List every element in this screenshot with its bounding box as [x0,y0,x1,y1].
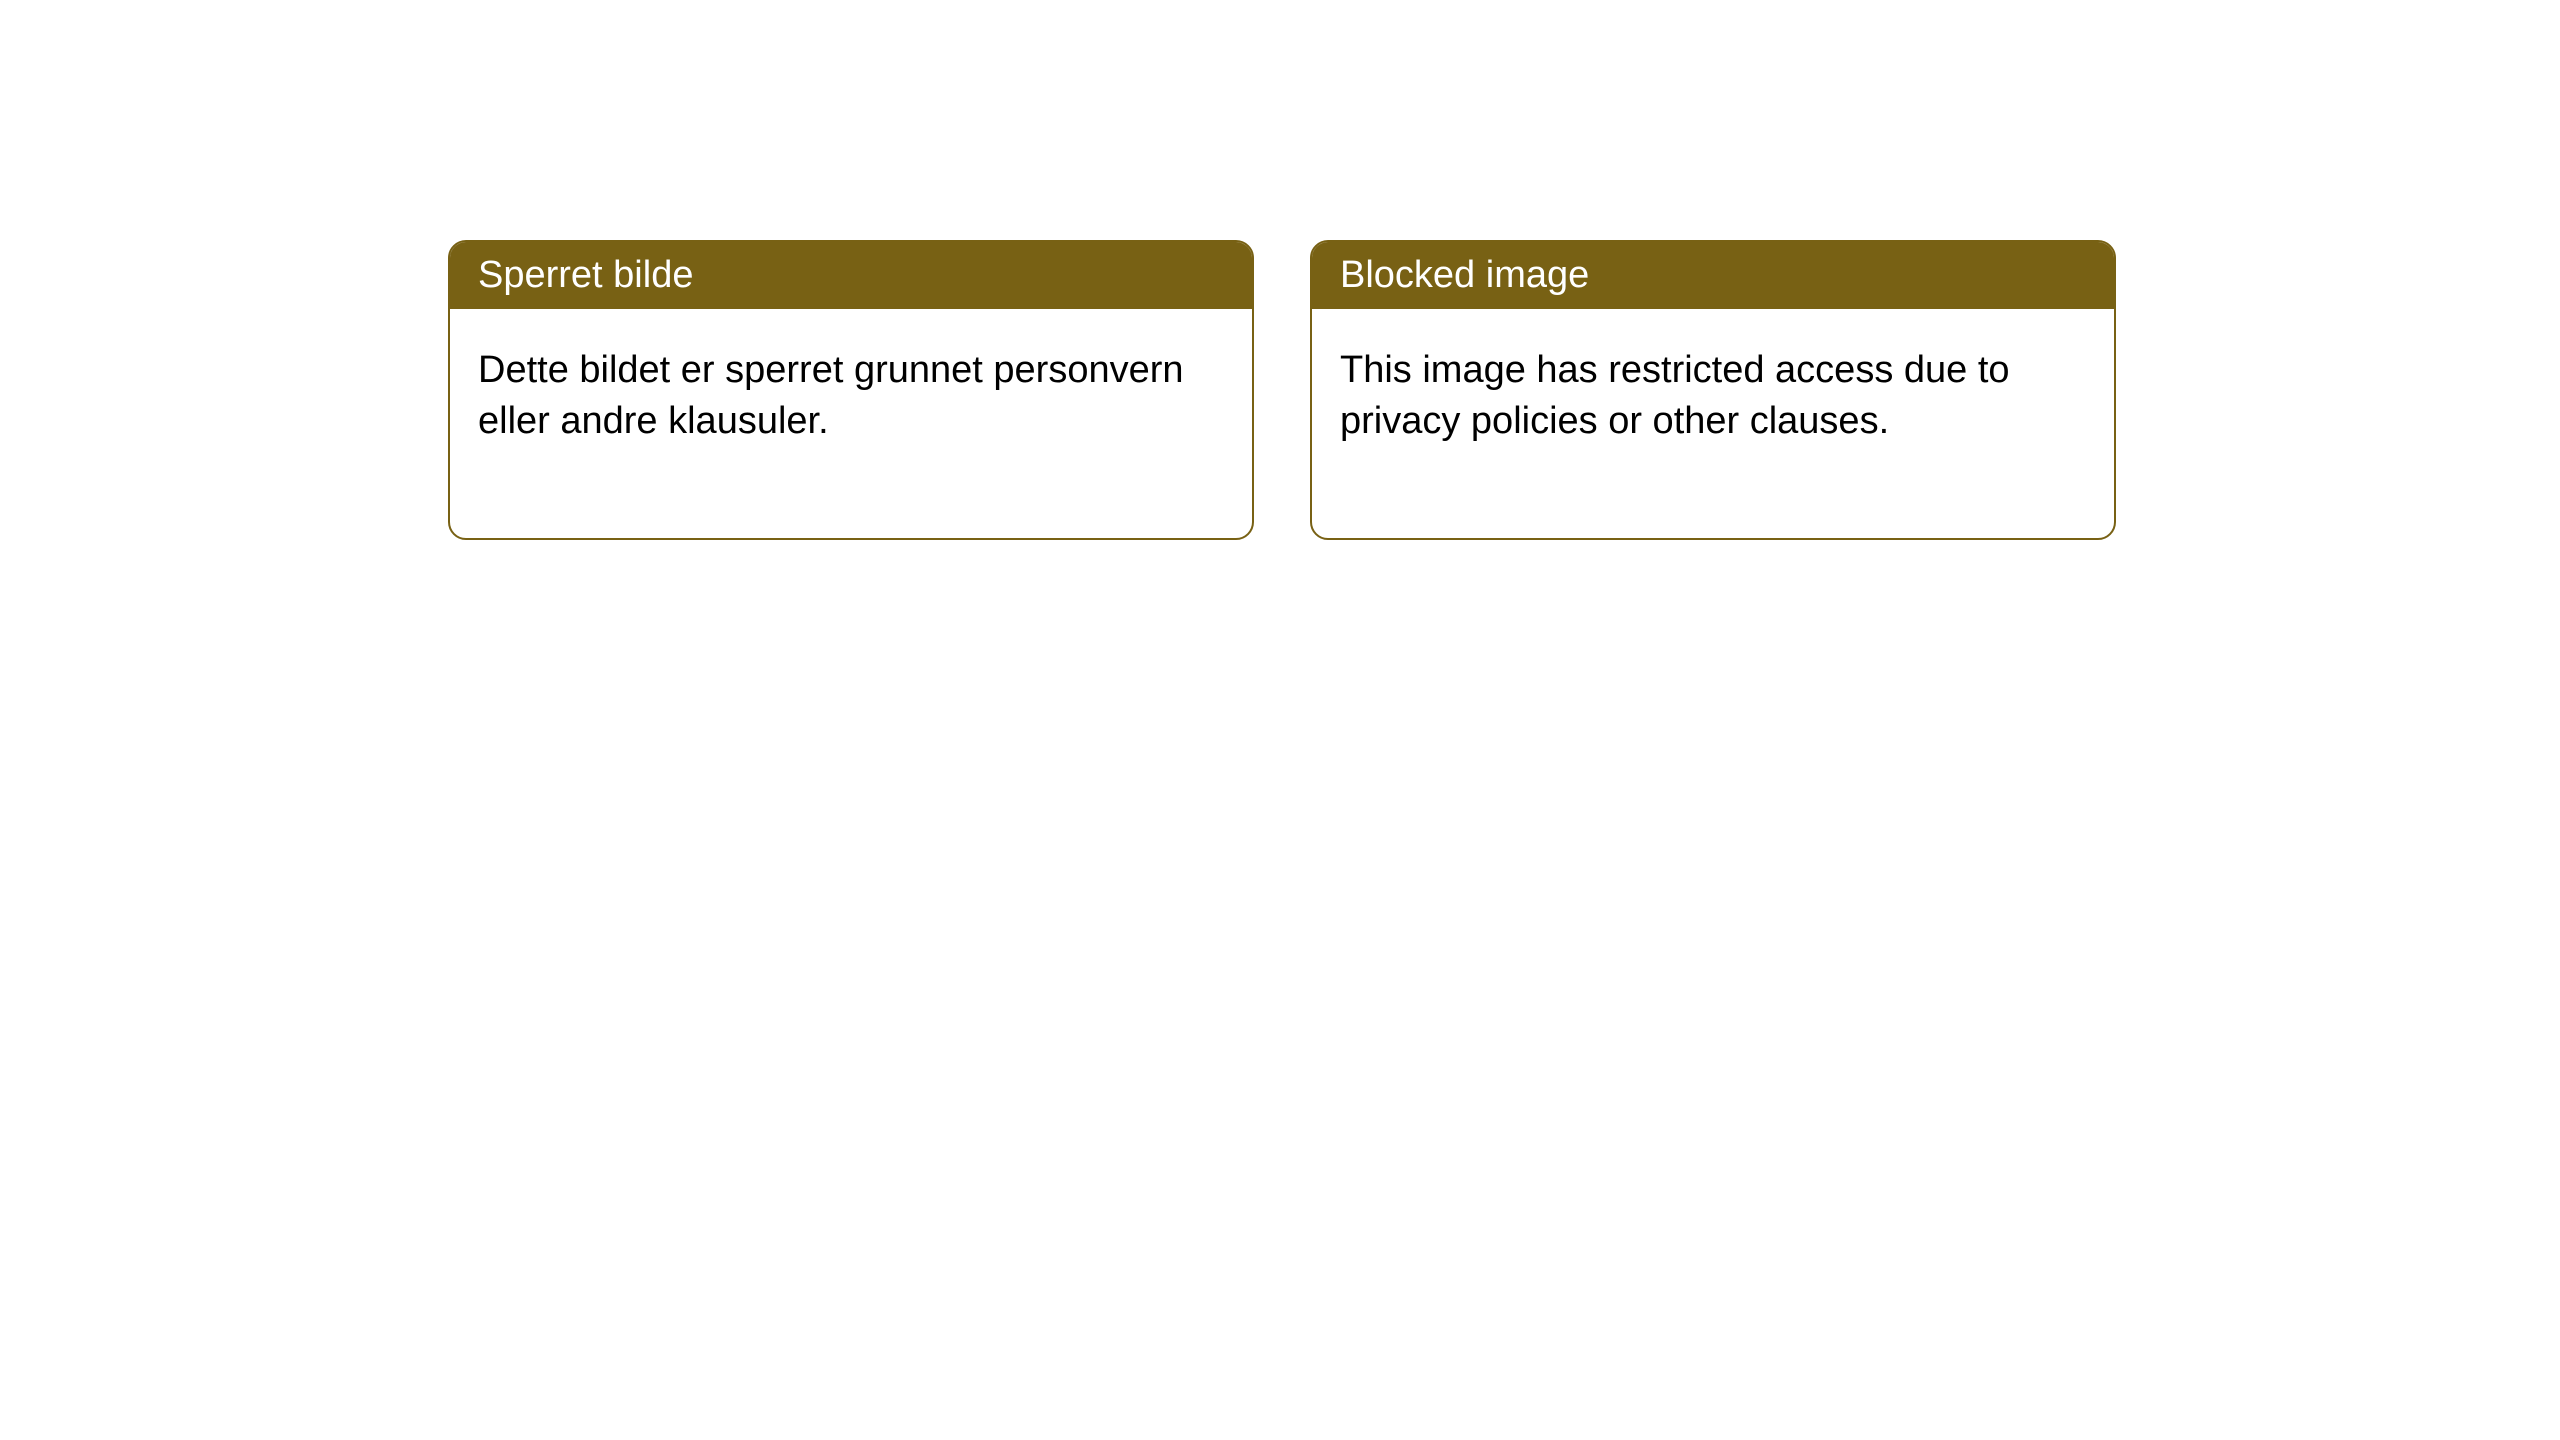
notice-header-english: Blocked image [1312,242,2114,309]
notice-header-norwegian: Sperret bilde [450,242,1252,309]
notice-card-norwegian: Sperret bilde Dette bildet er sperret gr… [448,240,1254,540]
notice-body-english: This image has restricted access due to … [1312,309,2114,538]
notice-body-norwegian: Dette bildet er sperret grunnet personve… [450,309,1252,538]
notice-card-english: Blocked image This image has restricted … [1310,240,2116,540]
notice-container: Sperret bilde Dette bildet er sperret gr… [0,0,2560,540]
